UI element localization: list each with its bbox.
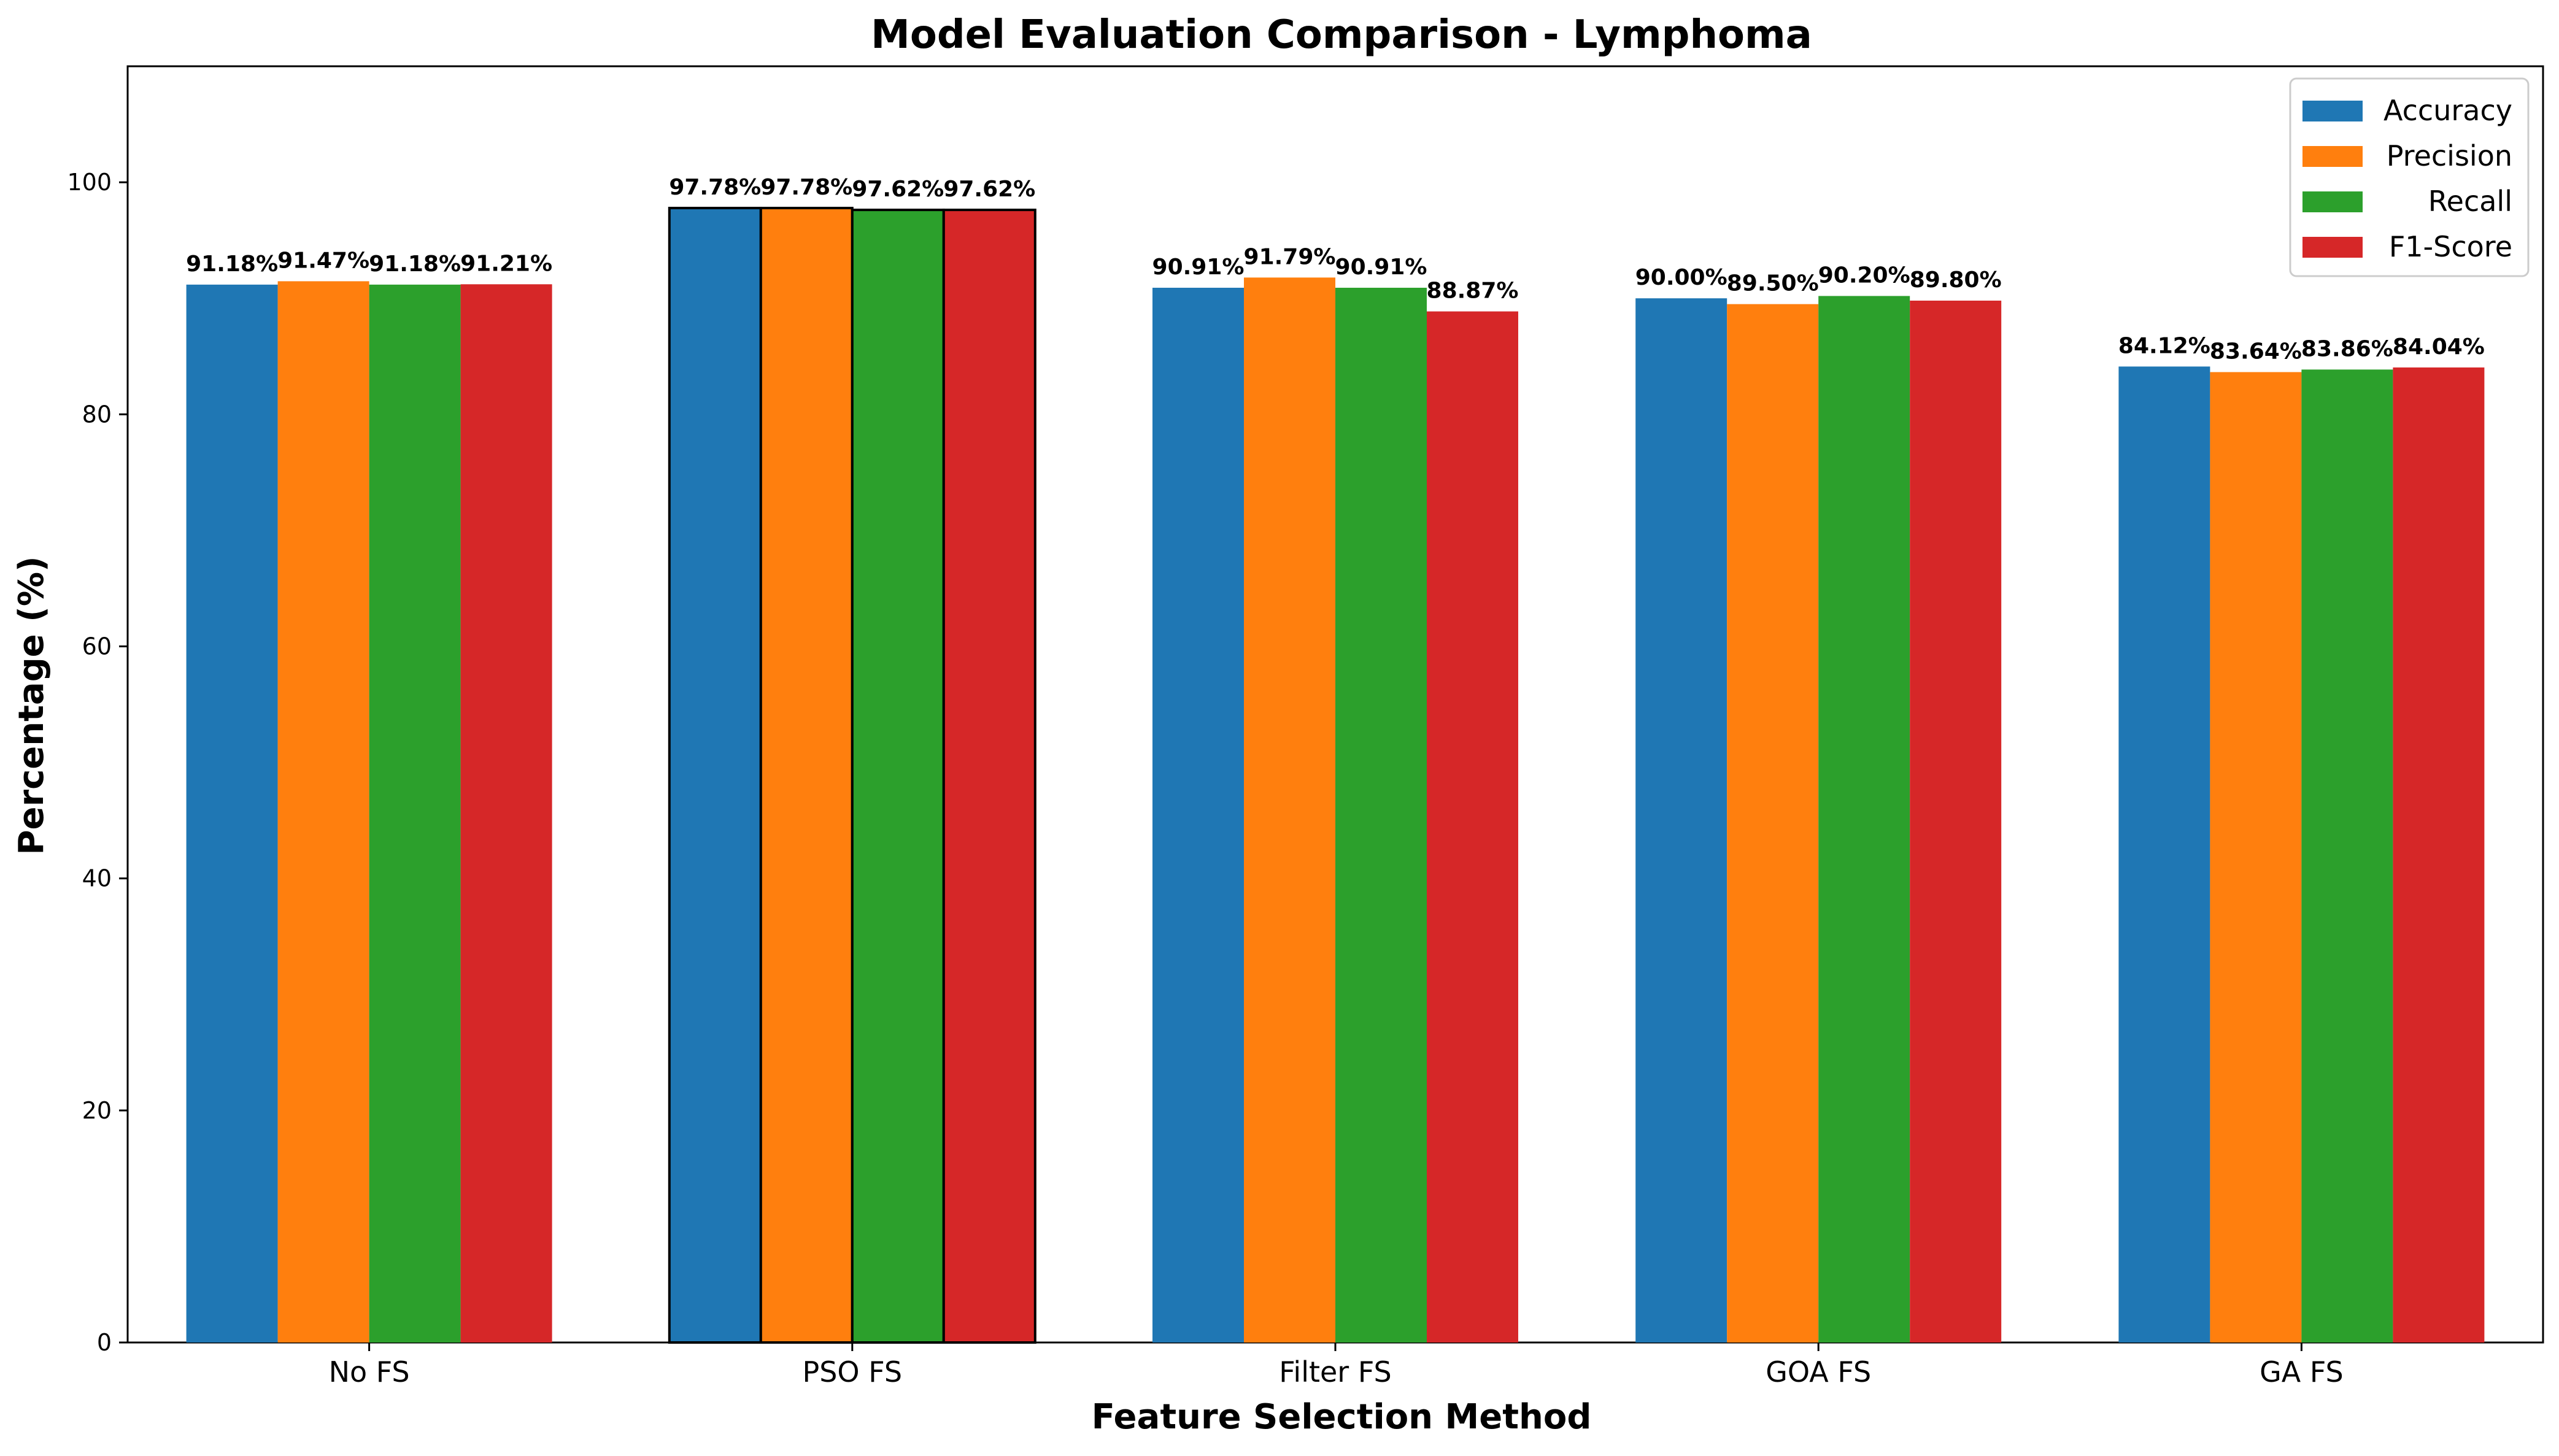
data-label: 91.79% [1244,244,1336,269]
data-label: 97.78% [669,175,761,200]
data-label: 84.12% [2118,333,2210,358]
bar-accuracy-no-fs [186,284,278,1342]
bar-precision-no-fs [277,281,369,1342]
y-tick-label: 80 [82,401,112,428]
data-label: 83.64% [2210,339,2302,364]
bar-precision-goa-fs [1727,304,1819,1342]
x-tick-label: GA FS [2260,1355,2344,1389]
legend-label: Precision [2387,139,2512,172]
y-tick-label: 0 [97,1329,112,1356]
data-label: 97.78% [760,175,852,200]
legend-label: Recall [2428,185,2512,218]
bar-recall-pso-fs [851,209,945,1344]
y-tick-label: 60 [82,633,112,660]
data-label: 88.87% [1427,279,1519,304]
legend-swatch [2302,191,2363,212]
legend-box [2289,77,2530,277]
bar-accuracy-goa-fs [1635,298,1727,1342]
bar-accuracy-pso-fs [668,207,762,1344]
data-label: 97.62% [943,177,1035,202]
data-label: 90.00% [1635,265,1727,290]
bar-precision-ga-fs [2210,372,2302,1343]
data-label: 97.62% [852,177,944,202]
bar-f1-score-filter-fs [1427,311,1518,1343]
bar-recall-filter-fs [1335,287,1427,1342]
data-label: 90.91% [1152,255,1245,280]
x-tick-label: No FS [329,1355,410,1389]
x-tick-label: Filter FS [1279,1355,1391,1389]
chart-title: Model Evaluation Comparison - Lymphoma [871,12,1812,58]
bar-accuracy-filter-fs [1152,287,1244,1342]
bar-f1-score-ga-fs [2393,367,2485,1342]
x-tick-label: GOA FS [1766,1355,1871,1389]
data-label: 89.50% [1727,271,1819,296]
bar-f1-score-goa-fs [1910,300,2002,1342]
data-label: 84.04% [2393,334,2485,360]
y-tick-label: 40 [82,865,112,892]
x-tick-label: PSO FS [802,1355,902,1389]
x-axis-label: Feature Selection Method [1092,1397,1592,1437]
y-axis-label: Percentage (%) [12,556,52,855]
data-label: 89.80% [1910,268,2002,293]
bar-precision-pso-fs [759,207,854,1344]
data-label: 91.21% [460,251,552,276]
legend-label: Accuracy [2383,94,2512,127]
bar-recall-no-fs [369,284,461,1342]
legend-label: F1-Score [2389,230,2512,263]
legend-swatch [2302,237,2363,258]
legend: Accuracy Precision Recall F1-Score [2289,77,2530,277]
bar-recall-ga-fs [2301,369,2393,1342]
data-label: 90.91% [1335,255,1427,280]
data-label: 91.47% [277,248,369,273]
data-label: 90.20% [1818,263,1910,288]
data-label: 83.86% [2301,336,2393,361]
y-tick-label: 100 [67,169,112,196]
data-label: 91.18% [369,252,461,277]
bar-f1-score-pso-fs [942,209,1036,1344]
bar-accuracy-ga-fs [2118,366,2210,1343]
y-tick-label: 20 [82,1097,112,1124]
bar-precision-filter-fs [1244,277,1335,1343]
bar-recall-goa-fs [1818,296,1910,1342]
legend-swatch [2302,101,2363,121]
legend-swatch [2302,146,2363,167]
data-label: 91.18% [186,252,278,277]
bar-f1-score-no-fs [460,284,552,1343]
